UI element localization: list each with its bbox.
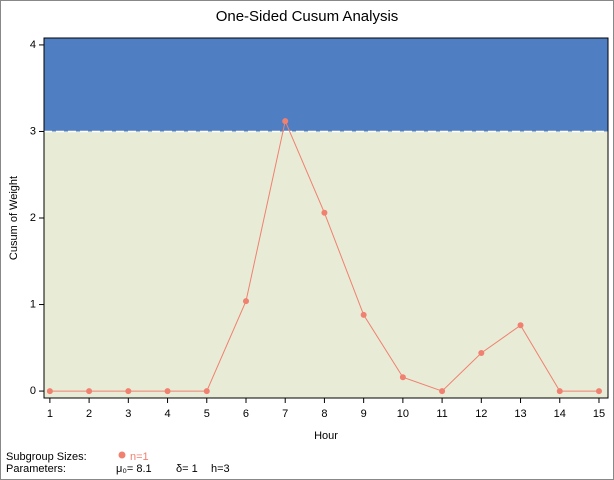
point — [164, 388, 171, 395]
subgroup-label: Subgroup Sizes: — [6, 451, 87, 463]
x-tick-label: 15 — [593, 408, 605, 420]
x-tick-label: 10 — [397, 408, 409, 420]
y-tick-label: 0 — [30, 385, 36, 397]
legend-label: n=1 — [130, 451, 149, 463]
x-tick-label: 1 — [47, 408, 53, 420]
point — [86, 388, 93, 395]
lower-region — [44, 131, 608, 398]
point — [595, 388, 602, 395]
y-tick-label: 4 — [30, 39, 36, 51]
point — [517, 322, 524, 329]
y-tick-label: 3 — [30, 125, 36, 137]
x-tick-label: 8 — [321, 408, 327, 420]
param-h: h=3 — [211, 463, 230, 475]
x-tick-label: 11 — [436, 408, 447, 420]
y-axis-label: Cusum of Weight — [8, 176, 20, 260]
x-tick-label: 4 — [164, 408, 170, 420]
point — [125, 388, 132, 395]
point — [360, 311, 367, 318]
x-tick-label: 6 — [243, 408, 249, 420]
point — [282, 118, 289, 125]
point — [203, 388, 210, 395]
x-tick-label: 13 — [514, 408, 526, 420]
x-tick-label: 5 — [204, 408, 210, 420]
point — [439, 388, 446, 395]
point — [399, 374, 406, 381]
point — [242, 298, 249, 305]
point — [478, 350, 485, 356]
point — [321, 209, 328, 216]
legend-marker — [118, 451, 126, 459]
x-tick-label: 9 — [361, 408, 367, 420]
upper-region — [44, 38, 608, 132]
x-axis-label: Hour — [314, 430, 338, 442]
x-tick-label: 12 — [475, 408, 487, 420]
x-tick-label: 7 — [282, 408, 288, 420]
point — [46, 388, 53, 395]
point — [556, 388, 563, 395]
parameters-label: Parameters: — [6, 463, 66, 475]
param-mu: μ₀= 8.1 — [116, 463, 152, 475]
x-tick-label: 2 — [86, 408, 92, 420]
x-tick-label: 3 — [125, 408, 131, 420]
x-tick-label: 14 — [554, 408, 566, 420]
param-delta: δ= 1 — [176, 463, 198, 475]
chart-title: One-Sided Cusum Analysis — [216, 8, 399, 25]
y-tick-label: 2 — [30, 212, 36, 224]
y-tick-label: 1 — [30, 298, 36, 310]
